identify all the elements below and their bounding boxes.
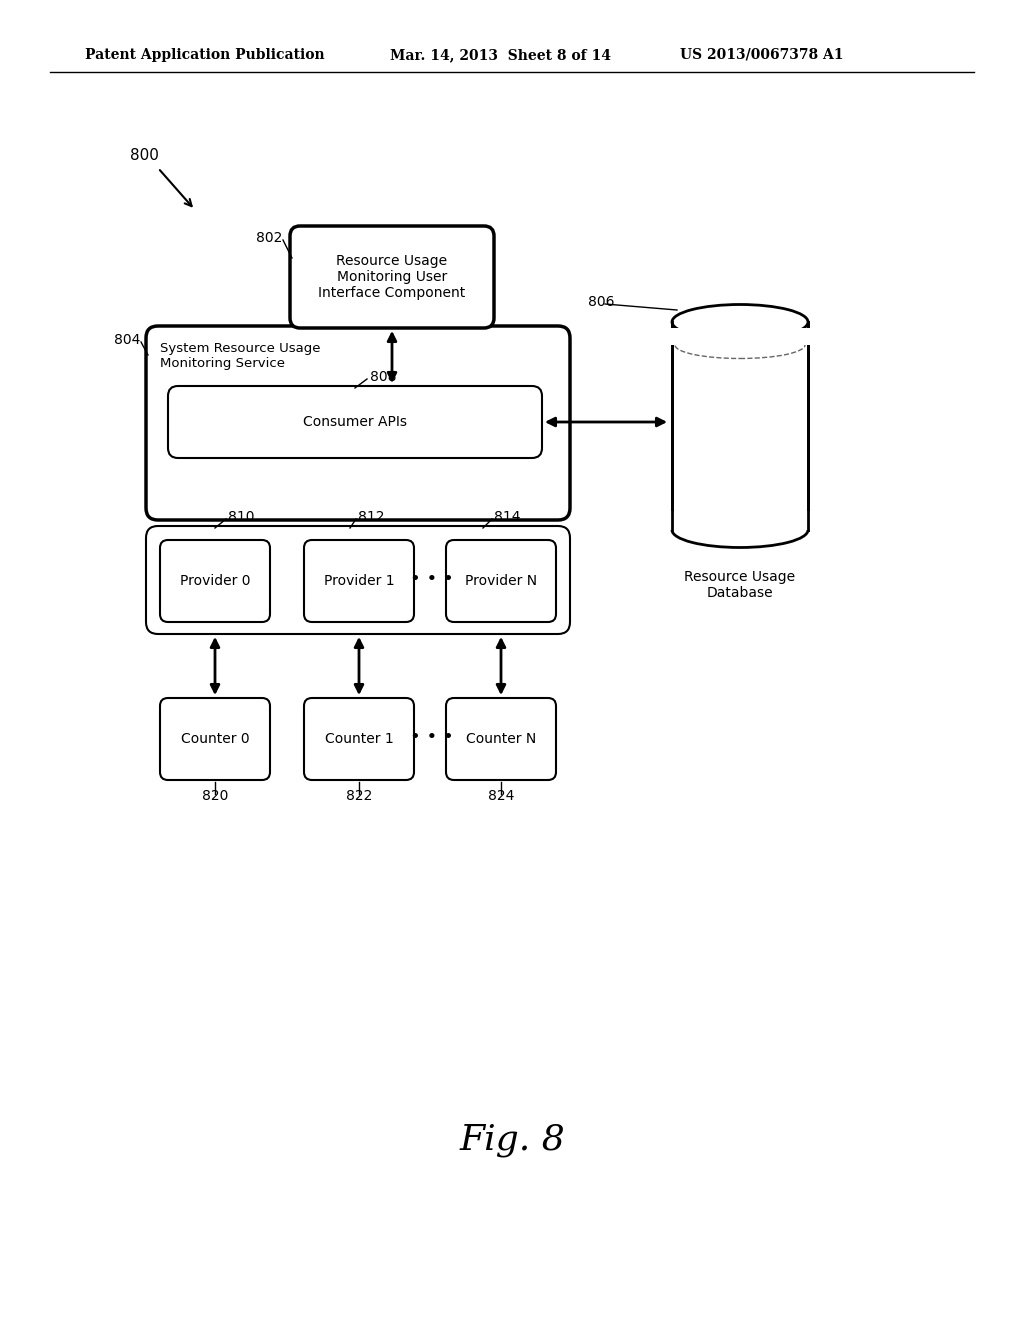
Text: Resource Usage
Monitoring User
Interface Component: Resource Usage Monitoring User Interface… (318, 253, 466, 300)
FancyBboxPatch shape (146, 525, 570, 634)
FancyBboxPatch shape (290, 226, 494, 327)
Text: System Resource Usage
Monitoring Service: System Resource Usage Monitoring Service (160, 342, 321, 370)
FancyBboxPatch shape (446, 698, 556, 780)
Text: Consumer APIs: Consumer APIs (303, 414, 407, 429)
Text: 822: 822 (346, 789, 372, 803)
Text: 808: 808 (370, 370, 396, 384)
Text: 800: 800 (130, 148, 159, 162)
Text: • • •: • • • (411, 570, 454, 587)
Ellipse shape (672, 305, 808, 339)
Text: Provider 1: Provider 1 (324, 574, 394, 587)
Text: Counter N: Counter N (466, 733, 537, 746)
Text: Counter 1: Counter 1 (325, 733, 393, 746)
Text: Counter 0: Counter 0 (180, 733, 249, 746)
Bar (670, 327, 810, 345)
Bar (670, 511, 810, 531)
Ellipse shape (672, 512, 808, 548)
Bar (672, 322, 808, 531)
Text: 824: 824 (487, 789, 514, 803)
Text: 806: 806 (588, 294, 614, 309)
FancyBboxPatch shape (160, 698, 270, 780)
FancyBboxPatch shape (304, 540, 414, 622)
Text: Resource Usage
Database: Resource Usage Database (684, 570, 796, 601)
Text: Provider N: Provider N (465, 574, 537, 587)
FancyBboxPatch shape (168, 385, 542, 458)
FancyBboxPatch shape (446, 540, 556, 622)
Text: 802: 802 (256, 231, 282, 246)
Text: 812: 812 (358, 510, 384, 524)
Text: 814: 814 (494, 510, 520, 524)
Text: Mar. 14, 2013  Sheet 8 of 14: Mar. 14, 2013 Sheet 8 of 14 (390, 48, 611, 62)
Text: 820: 820 (202, 789, 228, 803)
FancyBboxPatch shape (160, 540, 270, 622)
Text: Fig. 8: Fig. 8 (459, 1123, 565, 1158)
Text: Provider 0: Provider 0 (180, 574, 250, 587)
Text: 804: 804 (114, 333, 140, 347)
Text: 810: 810 (228, 510, 255, 524)
Text: US 2013/0067378 A1: US 2013/0067378 A1 (680, 48, 844, 62)
FancyBboxPatch shape (304, 698, 414, 780)
FancyBboxPatch shape (146, 326, 570, 520)
Text: Patent Application Publication: Patent Application Publication (85, 48, 325, 62)
Text: • • •: • • • (411, 729, 454, 746)
